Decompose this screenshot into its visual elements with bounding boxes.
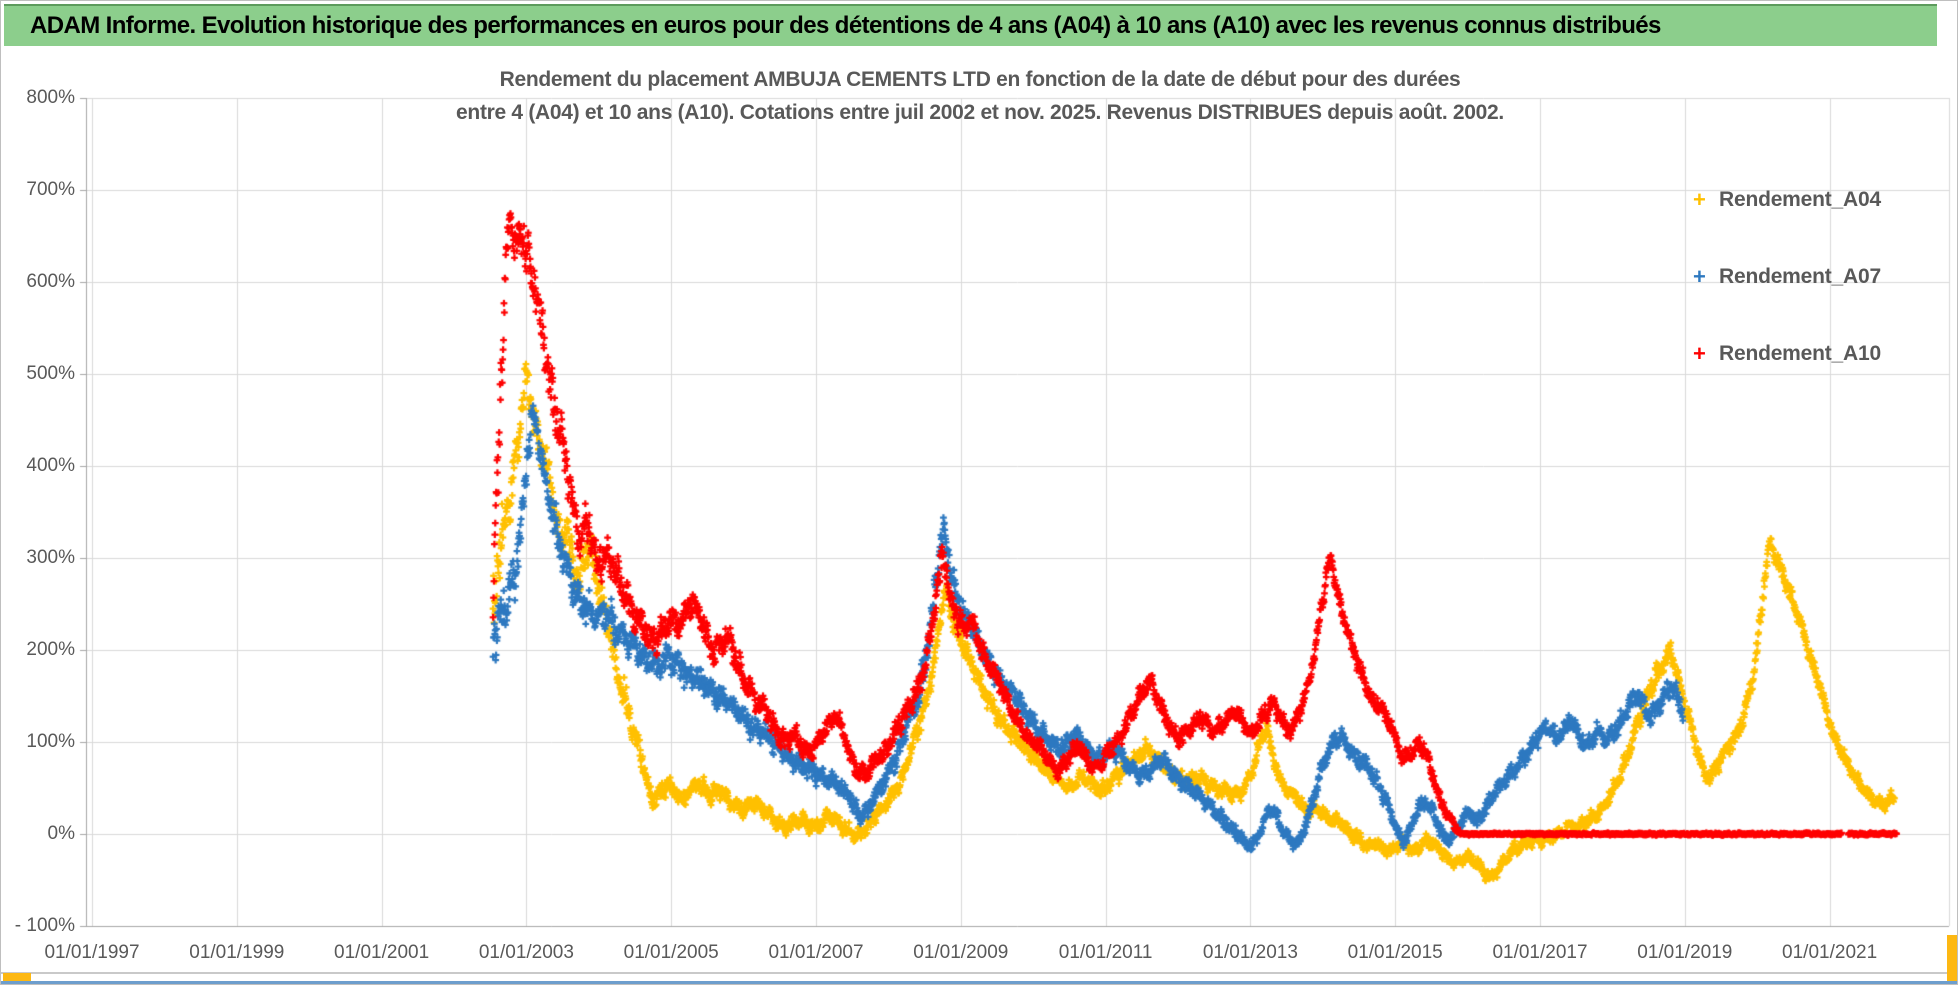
y-tick-label: - 100% bbox=[14, 915, 75, 936]
x-tick-label: 01/01/2001 bbox=[334, 942, 430, 963]
y-tick-label: 500% bbox=[26, 363, 75, 384]
legend-item-rendement_a10[interactable]: + Rendement_A10 bbox=[1693, 341, 1943, 367]
y-tick-label: 200% bbox=[26, 639, 75, 660]
y-tick-label: 800% bbox=[26, 87, 75, 108]
bottom-strip bbox=[1, 981, 1957, 984]
legend-item-rendement_a07[interactable]: + Rendement_A07 bbox=[1693, 264, 1943, 290]
x-tick-label: 01/01/2017 bbox=[1492, 942, 1588, 963]
x-tick-label: 01/01/1999 bbox=[189, 942, 285, 963]
x-tick-label: 01/01/2005 bbox=[623, 942, 719, 963]
x-tick-label: 01/01/2013 bbox=[1202, 942, 1298, 963]
y-tick-label: 0% bbox=[47, 823, 75, 844]
bottom-left-accent bbox=[3, 973, 31, 983]
legend-label: Rendement_A07 bbox=[1719, 265, 1881, 288]
y-tick-label: 600% bbox=[26, 271, 75, 292]
x-tick-label: 01/01/2019 bbox=[1637, 942, 1733, 963]
y-tick-label: 400% bbox=[26, 455, 75, 476]
right-edge-accent bbox=[1947, 935, 1957, 981]
x-tick-label: 01/01/2003 bbox=[478, 942, 574, 963]
y-tick-label: 100% bbox=[26, 731, 75, 752]
legend-label: Rendement_A10 bbox=[1719, 342, 1881, 365]
legend: + Rendement_A04 + Rendement_A07 + Rendement_A… bbox=[1693, 187, 1943, 418]
legend-plus-icon: + bbox=[1693, 264, 1706, 289]
x-tick-label: 01/01/2011 bbox=[1058, 942, 1153, 963]
x-tick-label: 01/01/2021 bbox=[1782, 942, 1878, 963]
bottom-divider bbox=[1, 972, 1957, 974]
y-tick-label: 700% bbox=[26, 179, 75, 200]
legend-item-rendement_a04[interactable]: + Rendement_A04 bbox=[1693, 187, 1943, 213]
y-tick-label: 300% bbox=[26, 547, 75, 568]
x-tick-label: 01/01/2009 bbox=[913, 942, 1009, 963]
legend-plus-icon: + bbox=[1693, 341, 1706, 366]
legend-label: Rendement_A04 bbox=[1719, 188, 1881, 211]
x-tick-label: 01/01/2007 bbox=[768, 942, 864, 963]
legend-plus-icon: + bbox=[1693, 187, 1706, 212]
x-tick-label: 01/01/1997 bbox=[44, 942, 140, 963]
x-tick-label: 01/01/2015 bbox=[1347, 942, 1443, 963]
